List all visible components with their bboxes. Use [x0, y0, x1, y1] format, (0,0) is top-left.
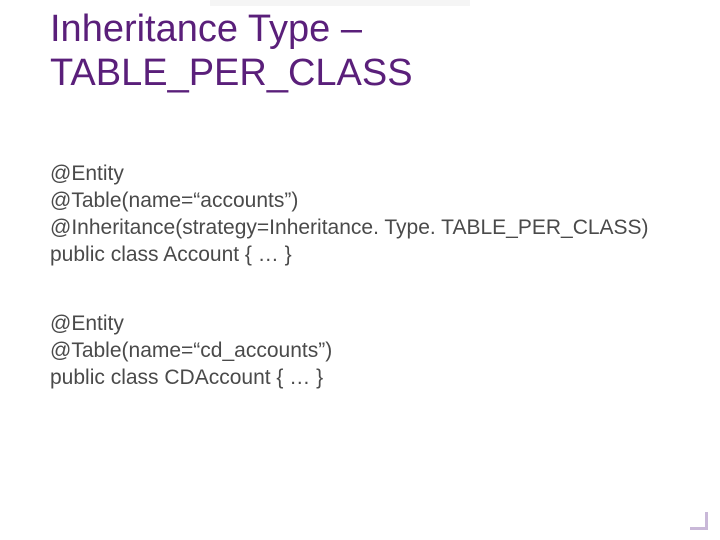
code-line: @Entity	[50, 161, 720, 188]
code-block-2: @Entity @Table(name=“cd_accounts”) publi…	[0, 311, 720, 392]
top-shadow-decoration	[210, 0, 470, 6]
code-line: public class Account { … }	[50, 242, 720, 269]
code-line: @Table(name=“accounts”)	[50, 188, 720, 215]
code-line: @Entity	[50, 311, 720, 338]
title-line-1: Inheritance Type –	[50, 8, 720, 52]
slide: Inheritance Type – TABLE_PER_CLASS @Enti…	[0, 0, 720, 540]
code-block-1: @Entity @Table(name=“accounts”) @Inherit…	[0, 161, 720, 269]
code-line: @Inheritance(strategy=Inheritance. Type.…	[50, 215, 720, 242]
title-line-2: TABLE_PER_CLASS	[50, 52, 720, 96]
corner-accent-icon	[690, 512, 708, 530]
slide-title: Inheritance Type – TABLE_PER_CLASS	[0, 0, 720, 111]
code-line: public class CDAccount { … }	[50, 365, 720, 392]
code-line: @Table(name=“cd_accounts”)	[50, 338, 720, 365]
